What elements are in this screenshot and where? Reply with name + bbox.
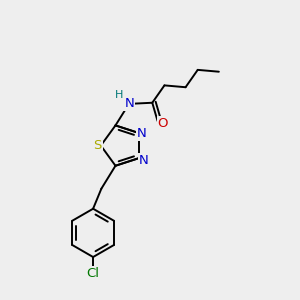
Text: N: N <box>137 127 147 140</box>
Text: H: H <box>115 90 124 100</box>
Text: O: O <box>158 117 168 130</box>
Text: N: N <box>139 154 148 167</box>
Text: S: S <box>93 139 101 152</box>
Text: N: N <box>124 97 134 110</box>
Text: Cl: Cl <box>87 267 100 280</box>
